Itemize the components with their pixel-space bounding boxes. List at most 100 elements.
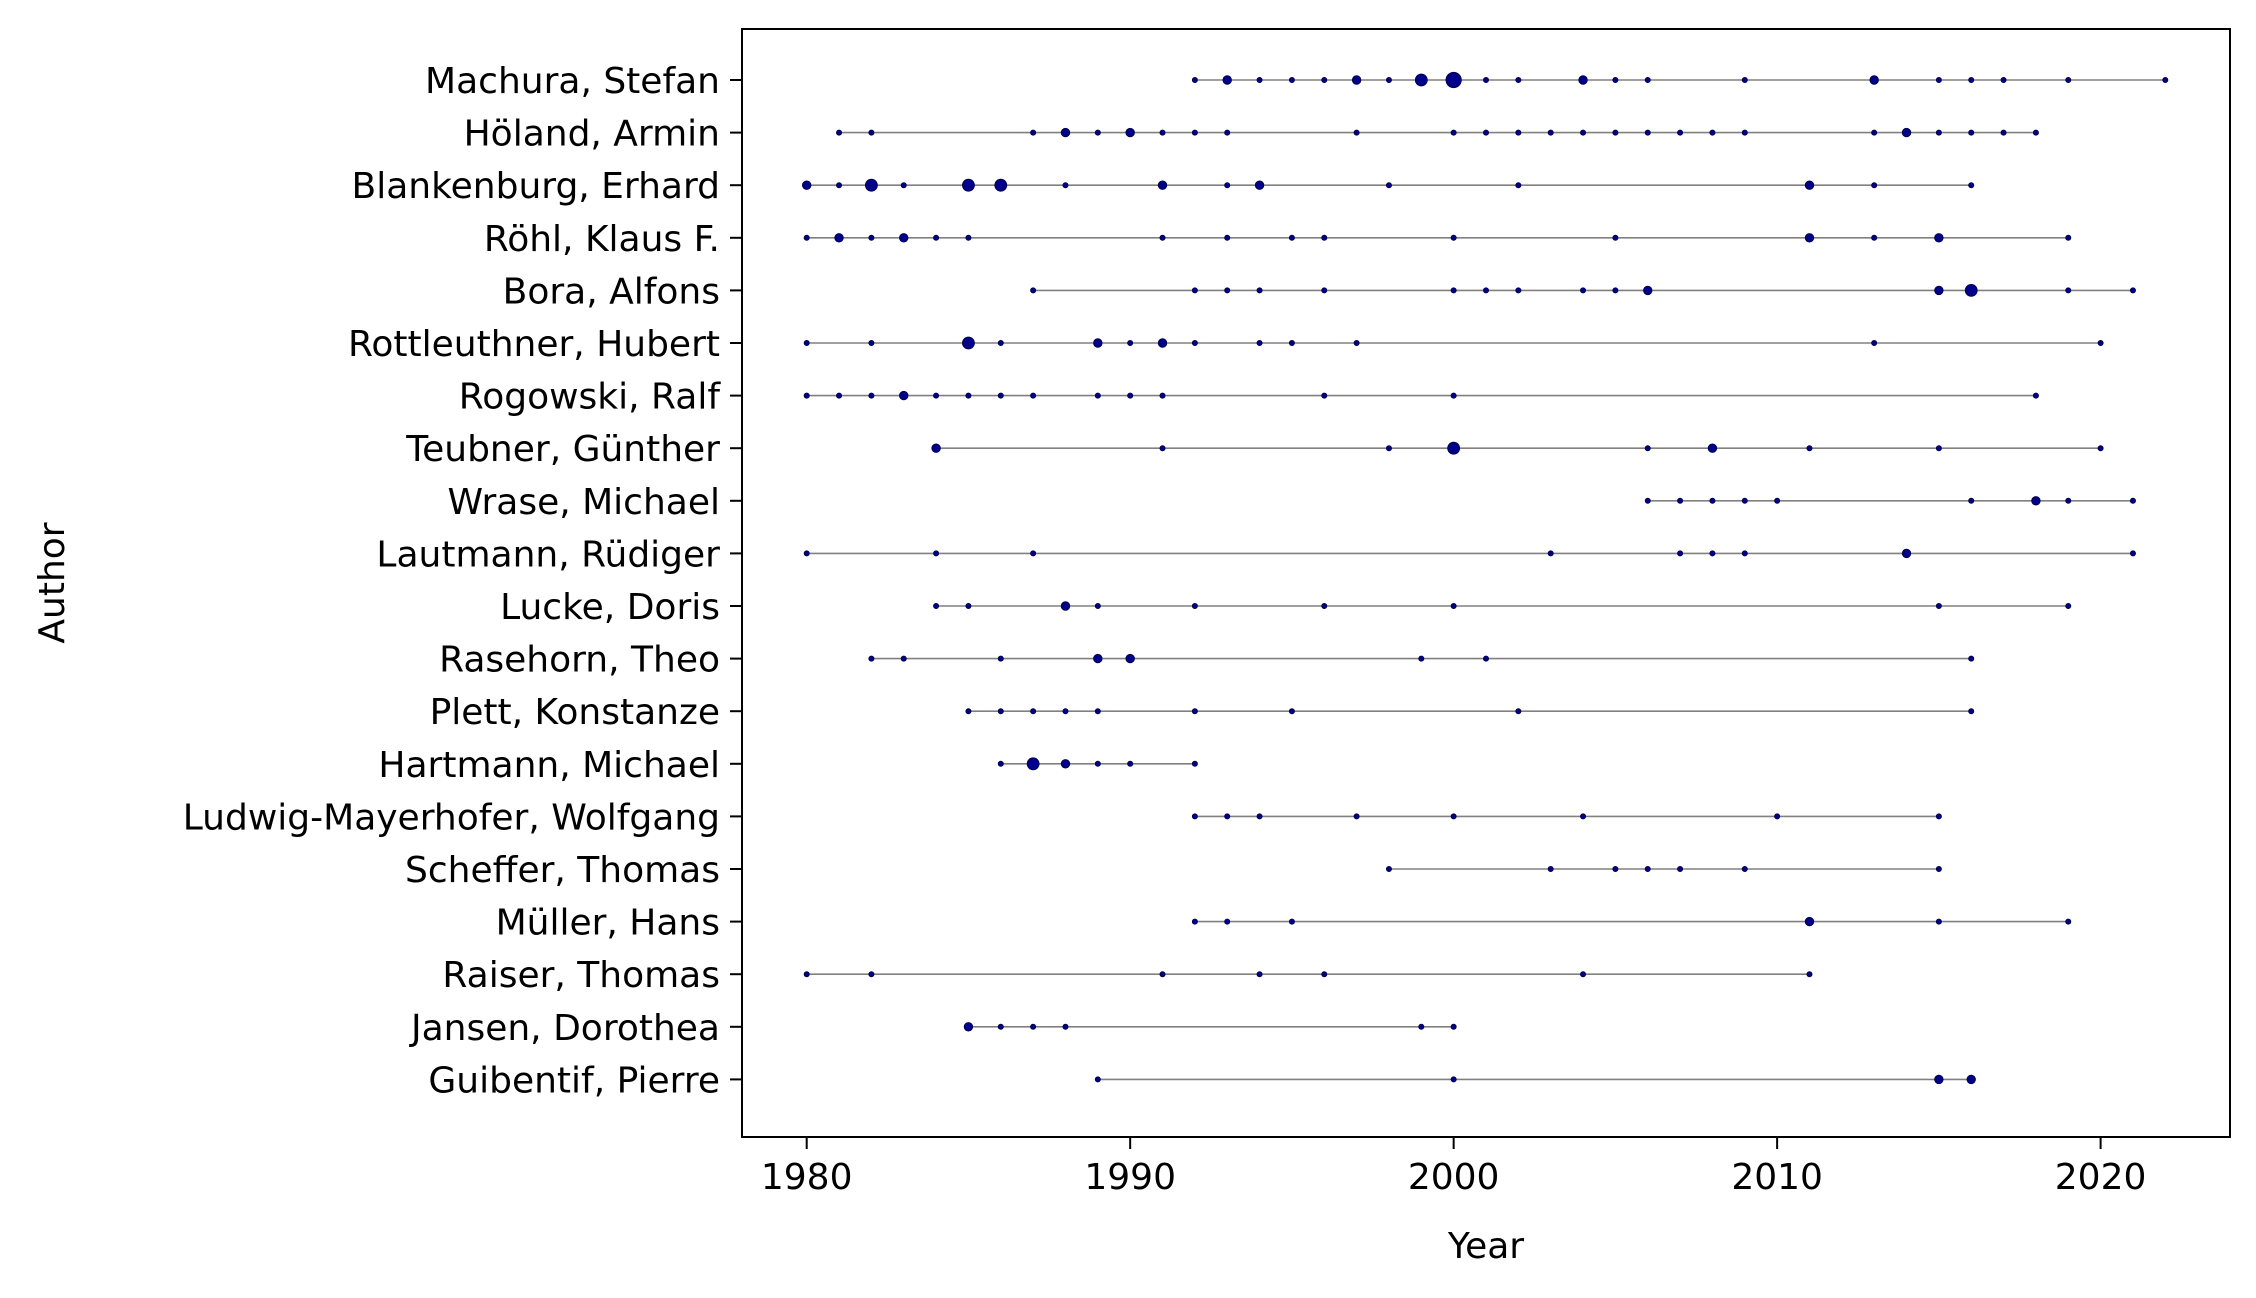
publication-point bbox=[1062, 182, 1069, 189]
publication-point bbox=[1709, 550, 1716, 557]
publication-point bbox=[962, 178, 975, 192]
publication-point bbox=[1741, 866, 1748, 873]
publication-point bbox=[1612, 866, 1619, 873]
publication-point bbox=[868, 971, 875, 978]
author-row bbox=[1385, 866, 1942, 873]
publication-point bbox=[1450, 1023, 1457, 1030]
publication-point bbox=[864, 178, 878, 192]
publication-point bbox=[1935, 77, 1942, 84]
publication-point bbox=[1774, 497, 1781, 504]
publication-point bbox=[1934, 233, 1944, 243]
publication-point bbox=[1483, 77, 1490, 84]
publication-point bbox=[1094, 392, 1101, 399]
x-axis-title: Year bbox=[1447, 1226, 1524, 1267]
author-label: Bora, Alfons bbox=[503, 271, 720, 312]
author-row bbox=[803, 548, 2136, 559]
publication-point bbox=[1934, 285, 1944, 296]
publication-point bbox=[1094, 760, 1101, 767]
publication-point bbox=[2129, 550, 2136, 557]
publication-point bbox=[803, 971, 810, 978]
publication-point bbox=[1224, 287, 1231, 294]
publication-point bbox=[2065, 234, 2072, 241]
publication-point bbox=[1935, 866, 1942, 873]
publication-point bbox=[1062, 1023, 1069, 1030]
publication-point bbox=[1612, 287, 1619, 294]
publication-point bbox=[1094, 1076, 1101, 1083]
author-row bbox=[803, 233, 2072, 243]
publication-point bbox=[2065, 497, 2072, 504]
publication-point bbox=[1709, 497, 1716, 504]
publication-point bbox=[1157, 338, 1168, 348]
publication-point bbox=[1964, 283, 1978, 297]
author-label: Plett, Konstanze bbox=[430, 692, 720, 733]
publication-point bbox=[1062, 708, 1069, 715]
publication-point bbox=[1256, 77, 1263, 84]
author-label: Rottleuthner, Hubert bbox=[348, 324, 720, 365]
publication-point bbox=[1256, 339, 1263, 346]
publication-point bbox=[1288, 234, 1295, 241]
publication-point bbox=[1030, 550, 1037, 557]
author-row bbox=[1644, 496, 2136, 506]
author-row bbox=[868, 653, 1975, 664]
publication-point bbox=[965, 603, 972, 610]
publication-point bbox=[1806, 971, 1813, 978]
publication-point bbox=[1741, 129, 1748, 136]
publication-point bbox=[836, 392, 843, 399]
author-row bbox=[931, 441, 2104, 455]
author-label: Machura, Stefan bbox=[425, 61, 720, 102]
publication-point bbox=[1321, 77, 1328, 84]
publication-point bbox=[2031, 496, 2041, 506]
publication-point bbox=[1450, 287, 1457, 294]
publication-point bbox=[1677, 866, 1684, 873]
publication-point bbox=[933, 234, 940, 241]
publication-point bbox=[1127, 339, 1134, 346]
publication-point bbox=[1093, 653, 1103, 664]
publication-point bbox=[1450, 1076, 1457, 1083]
publication-point bbox=[2129, 287, 2136, 294]
author-row bbox=[963, 1022, 1457, 1032]
publication-point bbox=[1515, 708, 1522, 715]
publication-point bbox=[1804, 233, 1815, 243]
publication-point bbox=[1547, 129, 1554, 136]
publication-point bbox=[2129, 497, 2136, 504]
author-label: Raiser, Thomas bbox=[442, 955, 720, 996]
publication-point bbox=[1353, 129, 1360, 136]
publication-point bbox=[803, 392, 810, 399]
author-label: Blankenburg, Erhard bbox=[352, 166, 721, 207]
publication-point bbox=[1094, 603, 1101, 610]
publication-point bbox=[1127, 392, 1134, 399]
publication-point bbox=[1612, 77, 1619, 84]
publication-point bbox=[1288, 339, 1295, 346]
publication-point bbox=[1060, 601, 1071, 611]
author-row bbox=[965, 708, 1975, 715]
author-row bbox=[803, 390, 2039, 401]
publication-point bbox=[1580, 813, 1587, 820]
publication-point bbox=[1414, 73, 1428, 87]
publication-point bbox=[1321, 603, 1328, 610]
publication-point bbox=[1547, 550, 1554, 557]
publication-point bbox=[1966, 1074, 1976, 1085]
author-label: Rogowski, Ralf bbox=[459, 377, 722, 418]
publication-point bbox=[1450, 392, 1457, 399]
publication-point bbox=[1256, 813, 1263, 820]
publication-point bbox=[1968, 708, 1975, 715]
publication-point bbox=[1741, 497, 1748, 504]
publication-point bbox=[1093, 338, 1103, 348]
publication-point bbox=[2032, 392, 2039, 399]
publication-point bbox=[933, 603, 940, 610]
publication-point bbox=[1030, 708, 1037, 715]
publication-point bbox=[1254, 180, 1265, 190]
publication-point bbox=[1869, 75, 1879, 85]
publication-point bbox=[1030, 1023, 1037, 1030]
x-tick-label: 1980 bbox=[761, 1157, 853, 1198]
publication-point bbox=[1159, 129, 1166, 136]
publication-point bbox=[997, 655, 1004, 662]
publication-point bbox=[1191, 339, 1198, 346]
publication-point bbox=[1741, 77, 1748, 84]
publication-point bbox=[963, 1022, 974, 1032]
publication-point bbox=[900, 182, 907, 189]
publication-point bbox=[2162, 77, 2169, 84]
publication-point bbox=[1612, 234, 1619, 241]
publication-point bbox=[1191, 918, 1198, 925]
